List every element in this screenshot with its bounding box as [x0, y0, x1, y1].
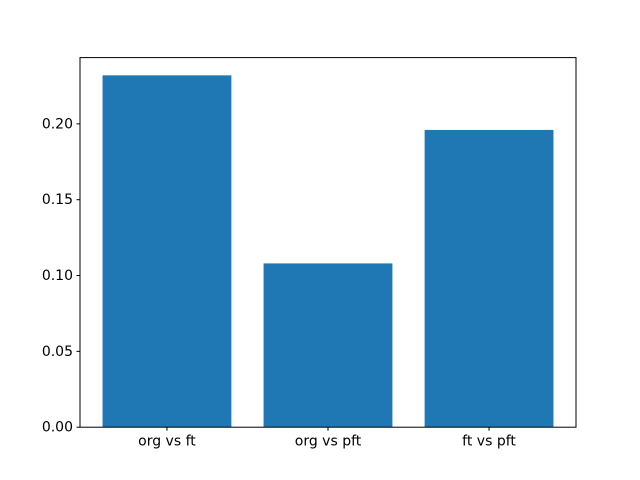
- bar-ft-vs-pft: [424, 129, 554, 428]
- bar-org-vs-ft: [102, 75, 232, 428]
- x-tick-label: org vs ft: [138, 434, 196, 450]
- x-tick-label: ft vs pft: [462, 434, 516, 450]
- y-tick-label: 0.15: [42, 192, 73, 208]
- x-tick-label: org vs pft: [295, 434, 362, 450]
- y-tick-label: 0.20: [42, 116, 73, 132]
- y-tick-label: 0.05: [42, 344, 73, 360]
- y-tick-label: 0.00: [42, 420, 73, 436]
- bar-org-vs-pft: [263, 263, 393, 428]
- y-tick-label: 0.10: [42, 268, 73, 284]
